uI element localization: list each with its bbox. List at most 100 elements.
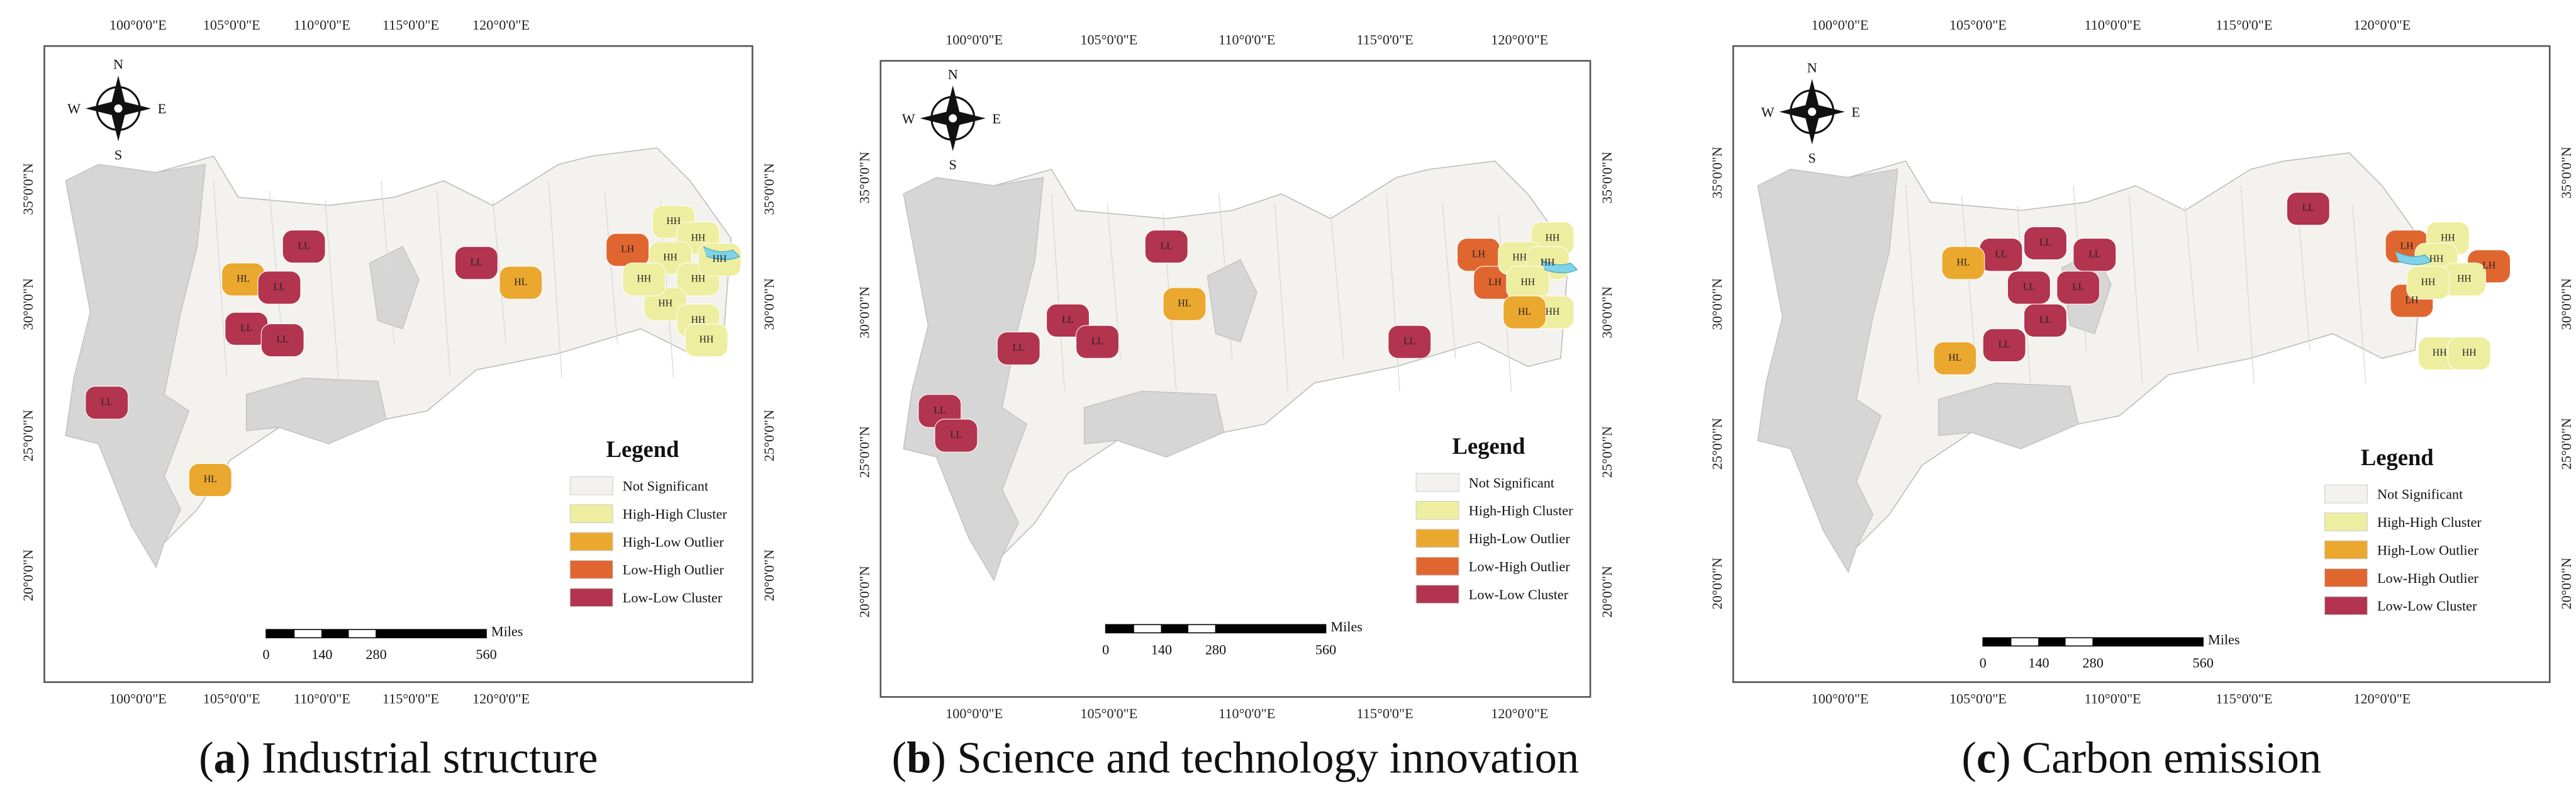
caption-part: a <box>214 733 236 782</box>
scale-label: 0 <box>1102 641 1109 657</box>
cluster-region <box>1503 295 1547 329</box>
latitude-label: 25°0'0"N <box>2558 418 2574 470</box>
longitude-label: 100°0'0"E <box>1812 691 1869 707</box>
legend-swatch <box>1415 556 1459 576</box>
scale-label: 0 <box>1980 655 1987 670</box>
legend-label: High-Low Outlier <box>1469 531 1570 546</box>
latitude-label: 20°0'0"N <box>20 549 36 601</box>
region-label: HL <box>237 274 250 285</box>
cluster-region <box>454 246 498 280</box>
legend-title: Legend <box>1452 433 1525 459</box>
scale-segment <box>347 629 377 639</box>
compass-letter: W <box>67 101 81 116</box>
longitude-label: 105°0'0"E <box>203 17 260 33</box>
map-panel: LL HL LL LL LL LL LL LL LH LH HH HH HH HH HH HL 100°0'0"… <box>857 32 1615 783</box>
region-label: LL <box>471 257 482 268</box>
latitude-label: 25°0'0"N <box>857 426 873 478</box>
cluster-region <box>996 331 1040 366</box>
cluster-region <box>2073 238 2117 272</box>
compass-letter: W <box>1761 104 1775 120</box>
longitude-label: 100°0'0"E <box>1812 17 1869 33</box>
legend-swatch <box>569 476 613 495</box>
longitude-label: 100°0'0"E <box>945 706 1003 721</box>
latitude-label: 20°0'0"N <box>761 549 777 601</box>
cluster-region <box>934 419 978 453</box>
region-label: HH <box>1512 252 1527 263</box>
latitude-label: 20°0'0"N <box>1599 566 1615 617</box>
compass-letter: N <box>948 66 958 82</box>
cluster-region <box>622 262 666 296</box>
region-label: LL <box>1062 315 1074 325</box>
region-label: LL <box>240 323 252 334</box>
cluster-region <box>188 463 232 497</box>
legend-swatch <box>569 532 613 551</box>
longitude-label: 110°0'0"E <box>1218 32 1275 48</box>
longitude-label: 120°0'0"E <box>472 691 530 707</box>
cluster-region <box>1388 325 1432 359</box>
region-label: LH <box>1488 277 1502 288</box>
legend-label: High-High Cluster <box>1469 503 1573 519</box>
latitude-label: 20°0'0"N <box>2558 558 2574 609</box>
region-label: LH <box>2482 261 2495 271</box>
region-label: HH <box>691 232 706 243</box>
region-label: LH <box>1472 249 1485 259</box>
scale-segment <box>321 629 349 639</box>
region-label: HH <box>1546 307 1560 317</box>
legend-swatch <box>569 504 613 523</box>
latitude-label: 25°0'0"N <box>761 410 777 461</box>
caption-part: ( <box>1961 733 1976 782</box>
scale-segment <box>2010 637 2039 647</box>
region-label: HH <box>2462 347 2477 358</box>
grey-region <box>245 377 387 444</box>
latitude-label: 25°0'0"N <box>1709 418 1725 470</box>
longitude-label: 105°0'0"E <box>1080 32 1137 48</box>
latitude-label: 35°0'0"N <box>857 152 873 203</box>
region-label: HH <box>2429 254 2444 264</box>
legend-label: Not Significant <box>1469 475 1555 490</box>
longitude-label: 115°0'0"E <box>2216 691 2272 707</box>
compass-letter: S <box>949 157 957 172</box>
cluster-region <box>1076 325 1120 359</box>
longitude-label: 115°0'0"E <box>1357 706 1413 721</box>
boundary <box>437 190 451 378</box>
legend-label: Low-High Outlier <box>1469 558 1570 574</box>
cluster-region <box>2007 271 2051 305</box>
cluster-region <box>85 386 129 420</box>
boundary <box>269 190 283 346</box>
region-label: LL <box>277 334 289 345</box>
legend-label: Low-High Outlier <box>2377 570 2478 586</box>
region-label: HL <box>204 474 217 485</box>
legend-swatch <box>569 588 613 607</box>
latitude-label: 25°0'0"N <box>20 410 36 461</box>
legend-label: High-High Cluster <box>2377 514 2482 530</box>
longitude-label: 110°0'0"E <box>294 17 350 33</box>
cluster-region <box>2286 192 2330 226</box>
region-label: HH <box>666 216 681 227</box>
scale-segment <box>265 629 295 639</box>
scale-segment <box>376 629 487 639</box>
legend-swatch <box>1415 585 1459 604</box>
latitude-label: 30°0'0"N <box>761 278 777 330</box>
grey-region <box>1938 382 2079 449</box>
cluster-region <box>2406 266 2450 300</box>
scale-label: 140 <box>1151 641 1172 657</box>
compass-letter: S <box>1808 150 1815 166</box>
compass-letter: E <box>1851 104 1860 120</box>
region-label: LL <box>2023 282 2035 293</box>
legend-swatch <box>2324 568 2368 587</box>
compass-hub <box>1808 108 1817 116</box>
boundary <box>492 200 507 346</box>
region-label: HH <box>2441 232 2455 243</box>
region-label: LH <box>2400 240 2414 251</box>
region-label: HL <box>1956 257 1970 268</box>
cluster-region <box>1163 287 1207 321</box>
cluster-region <box>684 323 728 358</box>
longitude-label: 110°0'0"E <box>2084 17 2141 33</box>
legend-swatch <box>2324 484 2368 504</box>
region-label: HH <box>1546 232 1560 243</box>
latitude-label: 30°0'0"N <box>857 286 873 338</box>
scale-segment <box>1161 624 1188 634</box>
region-label: LL <box>2039 315 2051 325</box>
longitude-label: 110°0'0"E <box>1218 706 1275 721</box>
